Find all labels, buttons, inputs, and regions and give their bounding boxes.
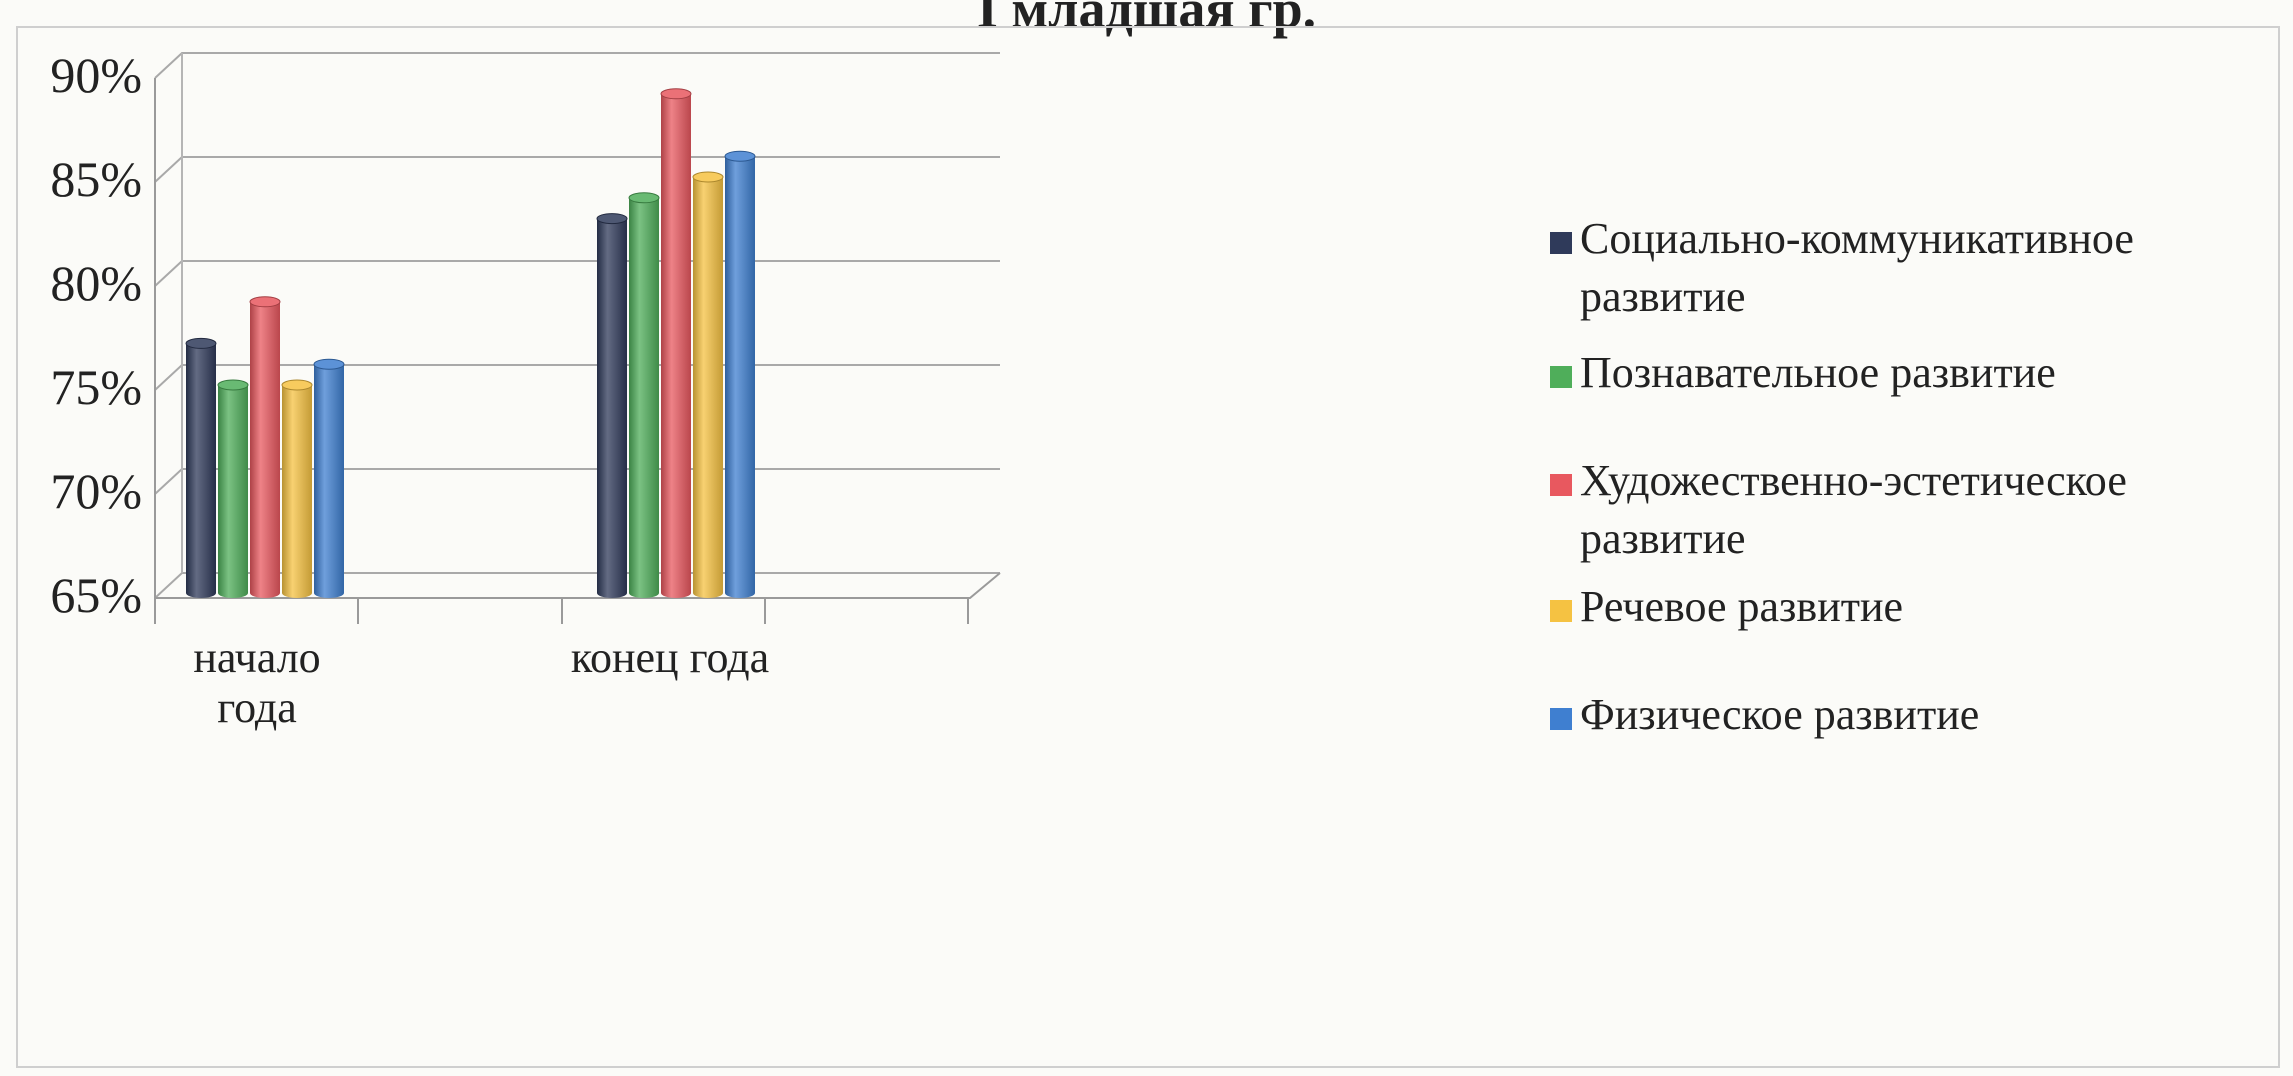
legend-label: Речевое развитие — [1580, 582, 1904, 631]
legend-item: Познавательное развитие — [1540, 344, 2280, 402]
legend-swatch — [1550, 232, 1572, 254]
bar — [660, 88, 692, 599]
gridlines — [154, 52, 1000, 599]
y-tick-label: 65% — [50, 567, 142, 623]
axes — [154, 53, 1001, 624]
legend-swatch — [1550, 708, 1572, 730]
gridline — [154, 572, 1000, 599]
legend-label: Познавательное развитие — [1580, 348, 2056, 397]
x-category-label: начало года — [193, 633, 320, 732]
y-tick-label: 80% — [50, 255, 142, 311]
legend-swatch — [1550, 366, 1572, 388]
y-tick-label: 90% — [50, 47, 142, 103]
bar — [692, 171, 724, 598]
legend-label: развитие — [1580, 514, 1746, 563]
x-axis-line — [155, 572, 1001, 599]
bar — [596, 213, 628, 598]
legend: Социально-коммуникативное развитие Познава… — [1540, 210, 2280, 744]
x-axis-category-labels: начало года конец года — [193, 633, 769, 732]
gridline — [154, 52, 1000, 79]
legend-label: Социально-коммуникативное — [1580, 214, 2134, 263]
x-category-label: конец года — [571, 633, 769, 682]
y-tick-label: 75% — [50, 359, 142, 415]
legend-item: Физическое развитие — [1540, 686, 2280, 744]
bar — [724, 150, 756, 598]
legend-label: развитие — [1580, 272, 1746, 321]
gridline — [154, 364, 1000, 391]
y-tick-label: 85% — [50, 151, 142, 207]
bar — [249, 296, 281, 598]
bar — [628, 192, 660, 599]
legend-label: Художественно-эстетическое — [1580, 456, 2127, 505]
chart-title: I младшая гр. — [976, 0, 1317, 39]
y-tick-label: 70% — [50, 463, 142, 519]
legend-item: Социально-коммуникативное развитие — [1540, 210, 2280, 326]
gridline — [154, 260, 1000, 287]
chart-frame — [16, 26, 2280, 1068]
legend-swatch — [1550, 474, 1572, 496]
legend-item: Художественно-эстетическое развитие — [1540, 452, 2280, 568]
gridline — [154, 156, 1000, 183]
bar — [217, 379, 249, 598]
bar — [281, 379, 313, 598]
bar — [313, 358, 345, 598]
legend-label: Физическое развитие — [1580, 690, 1980, 739]
gridline — [154, 468, 1000, 495]
y-axis-tick-labels: 65% 70% 75% 80% 85% 90% — [50, 47, 142, 623]
legend-swatch — [1550, 600, 1572, 622]
legend-item: Речевое развитие — [1540, 578, 2280, 636]
bars — [185, 88, 756, 599]
bar — [185, 337, 217, 598]
